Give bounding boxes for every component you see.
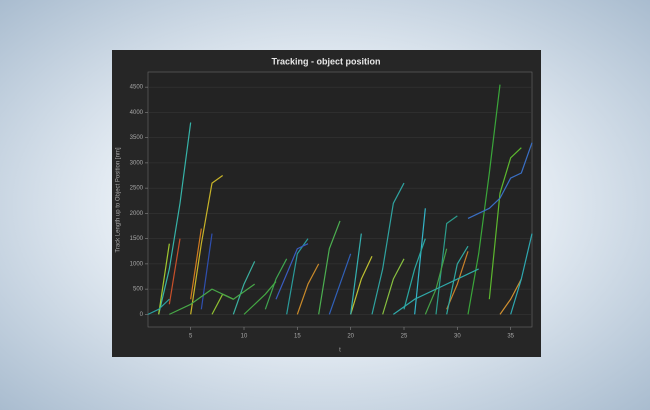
- plot-area: [147, 71, 533, 328]
- track-line: [467, 142, 533, 219]
- track-line: [275, 243, 309, 300]
- x-axis-label: t: [339, 348, 341, 354]
- track-line: [488, 147, 522, 300]
- track-line: [467, 84, 501, 315]
- x-tick-label: 30: [454, 334, 461, 340]
- track-line: [318, 220, 341, 315]
- x-tick-label: 20: [347, 334, 354, 340]
- track-line: [158, 122, 192, 315]
- y-axis-label: Track Length up to Object Position [nm]: [116, 147, 122, 252]
- track-line: [403, 238, 426, 310]
- track-line: [371, 182, 405, 315]
- track-line: [232, 261, 256, 315]
- y-tick-label: 4000: [130, 110, 144, 116]
- track-line: [190, 228, 202, 300]
- y-tick-label: 1500: [130, 236, 144, 242]
- track-line: [382, 258, 405, 315]
- plot: 0 500 1000 1500 2000 2500 3000 3500 4000 4500 5 10 1…: [130, 84, 533, 340]
- y-tick-label: 0: [140, 312, 144, 318]
- y-tick-label: 1000: [130, 261, 144, 267]
- track-line: [296, 263, 320, 315]
- track-line: [414, 208, 426, 315]
- x-tick-label: 35: [507, 334, 514, 340]
- y-tick-label: 3500: [130, 135, 144, 141]
- chart-title: Tracking - object position: [271, 56, 380, 66]
- x-tick-label: 10: [241, 334, 248, 340]
- x-tick-label: 15: [294, 334, 301, 340]
- track-line: [190, 175, 224, 315]
- y-tick-label: 500: [133, 287, 144, 293]
- track-line: [169, 283, 256, 315]
- track-line: [328, 253, 352, 315]
- track-line: [350, 233, 362, 315]
- y-tick-label: 4500: [130, 85, 144, 91]
- track-line: [446, 245, 469, 315]
- track-line: [499, 278, 522, 315]
- y-tick-label: 3000: [130, 160, 144, 166]
- track-line: [446, 251, 469, 310]
- y-tick-label: 2500: [130, 186, 144, 192]
- track-line: [243, 281, 277, 315]
- track-line: [168, 238, 181, 305]
- track-line: [510, 233, 533, 315]
- track-line: [350, 256, 373, 315]
- y-tick-label: 2000: [130, 211, 144, 217]
- track-line: [264, 258, 288, 310]
- track-line: [286, 238, 309, 315]
- track-line: [392, 268, 479, 315]
- track-line: [435, 215, 458, 315]
- track-line: [147, 298, 170, 315]
- track-line: [158, 243, 170, 315]
- x-tick-label: 5: [189, 334, 193, 340]
- track-line: [200, 233, 213, 310]
- x-tick-label: 25: [401, 334, 408, 340]
